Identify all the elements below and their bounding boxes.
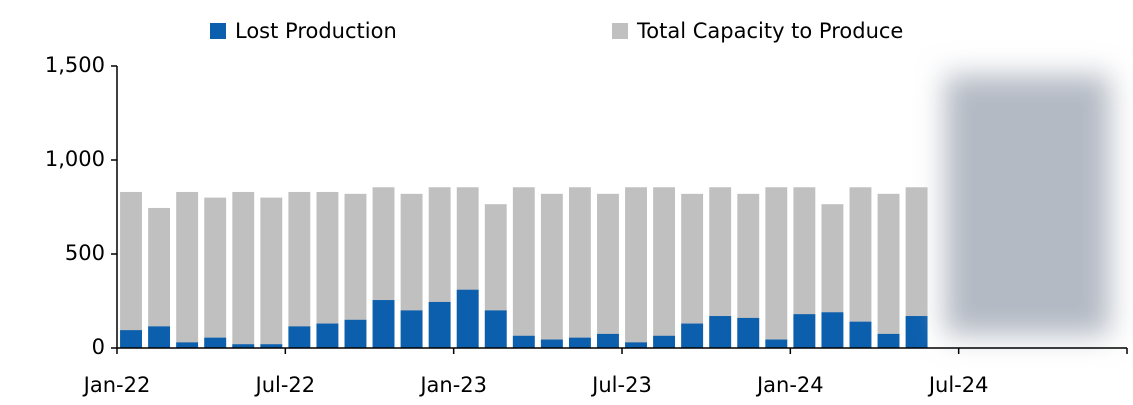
bar — [877, 193, 900, 348]
bar — [737, 193, 760, 348]
bar — [260, 197, 283, 348]
legend-label: Lost Production — [235, 19, 397, 43]
redacted-region — [945, 75, 1110, 335]
plot — [120, 187, 928, 348]
bar — [765, 339, 788, 348]
bar — [681, 193, 704, 348]
bar — [176, 342, 199, 348]
y-tick-label: 1,000 — [45, 147, 105, 171]
bar — [568, 187, 591, 348]
bar — [540, 339, 563, 348]
bar — [597, 333, 619, 348]
bar — [344, 193, 367, 348]
bar — [400, 193, 423, 348]
bar — [821, 204, 844, 348]
bar — [905, 187, 928, 348]
legend-swatch — [612, 23, 628, 39]
y-tick-label: 0 — [92, 335, 105, 359]
x-tick-label: Jan-22 — [82, 373, 151, 397]
x-tick-label: Jul-23 — [590, 373, 652, 397]
bar — [653, 187, 676, 348]
bar — [176, 191, 199, 348]
bar — [821, 312, 844, 348]
bar — [148, 326, 171, 348]
bar — [849, 187, 872, 348]
bar — [316, 323, 339, 348]
bar — [148, 207, 171, 348]
bar — [905, 316, 928, 348]
bar — [737, 317, 760, 348]
bar — [625, 187, 647, 348]
bar — [260, 344, 283, 348]
bar — [232, 191, 255, 348]
bar — [316, 191, 339, 348]
bar — [288, 326, 311, 348]
x-tick-label: Jul-24 — [927, 373, 989, 397]
bar — [653, 335, 676, 348]
bar — [793, 314, 816, 348]
bar — [877, 333, 900, 348]
bar — [512, 187, 535, 348]
bar — [344, 319, 367, 348]
bar — [484, 310, 507, 348]
bar — [709, 316, 732, 348]
bar — [709, 187, 732, 348]
bar — [120, 330, 142, 348]
bar — [512, 335, 535, 348]
bar — [428, 301, 451, 348]
bar — [372, 300, 395, 348]
y-tick-label: 500 — [65, 241, 105, 265]
y-tick-label: 1,500 — [45, 53, 105, 77]
bar — [597, 193, 619, 348]
x-tick-label: Jan-24 — [755, 373, 824, 397]
bar — [568, 337, 591, 348]
bar — [456, 289, 479, 348]
bar — [288, 191, 311, 348]
x-tick-label: Jan-23 — [418, 373, 487, 397]
bar — [400, 310, 423, 348]
bar — [793, 187, 816, 348]
bar — [540, 193, 563, 348]
bar — [849, 321, 872, 348]
bar — [204, 337, 227, 348]
bar — [765, 187, 788, 348]
x-tick-label: Jul-22 — [254, 373, 316, 397]
legend-swatch — [210, 23, 226, 39]
bar — [204, 197, 227, 348]
bar — [681, 323, 704, 348]
bar — [625, 342, 647, 348]
bar — [120, 191, 142, 348]
bar — [232, 344, 255, 348]
legend-label: Total Capacity to Produce — [636, 19, 903, 43]
